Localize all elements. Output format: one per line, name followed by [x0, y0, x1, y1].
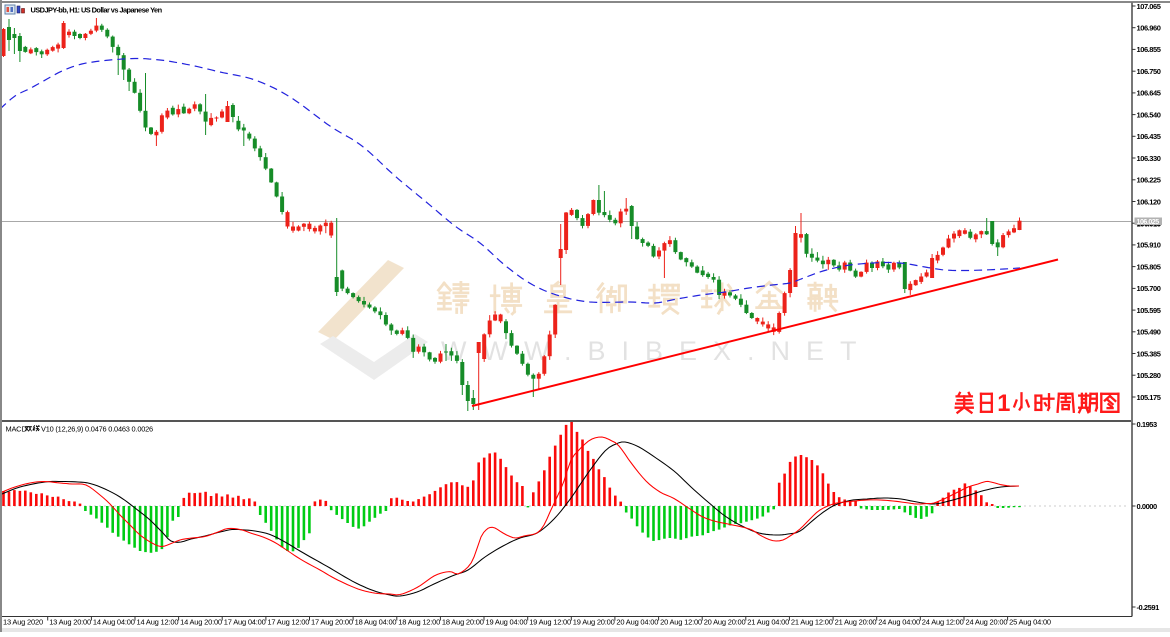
svg-text:USDJPY-bb, H1: US Dollar vs J: USDJPY-bb, H1: US Dollar vs Japanese Yen: [31, 6, 163, 15]
svg-text:21 Aug 12:00: 21 Aug 12:00: [791, 618, 833, 627]
svg-text:105.700: 105.700: [1137, 284, 1161, 293]
svg-text:20 Aug 20:00: 20 Aug 20:00: [704, 618, 746, 627]
svg-text:106.645: 106.645: [1137, 89, 1161, 98]
svg-text:105.385: 105.385: [1137, 349, 1161, 358]
svg-text:17 Aug 20:00: 17 Aug 20:00: [311, 618, 353, 627]
svg-text:13 Aug 2020: 13 Aug 2020: [3, 618, 43, 627]
svg-text:MACD: MACD: [6, 425, 27, 434]
svg-text:20 Aug 04:00: 20 Aug 04:00: [616, 618, 658, 627]
svg-text:106.025: 106.025: [1137, 219, 1160, 226]
svg-text:14 Aug 04:00: 14 Aug 04:00: [93, 618, 135, 627]
svg-text:17 Aug 12:00: 17 Aug 12:00: [267, 618, 309, 627]
svg-text:25 Aug 04:00: 25 Aug 04:00: [1009, 618, 1051, 627]
svg-text:106.750: 106.750: [1137, 67, 1161, 76]
svg-text:19 Aug 04:00: 19 Aug 04:00: [486, 618, 528, 627]
svg-text:105.595: 105.595: [1137, 306, 1161, 315]
svg-text:WWW.BIBEX.NET: WWW.BIBEX.NET: [441, 336, 873, 366]
svg-text:24 Aug 20:00: 24 Aug 20:00: [966, 618, 1008, 627]
svg-text:20 Aug 12:00: 20 Aug 12:00: [660, 618, 702, 627]
svg-text:13 Aug 20:00: 13 Aug 20:00: [49, 618, 91, 627]
svg-text:V10 (12,26,9) 0.0476 0.0463 0.: V10 (12,26,9) 0.0476 0.0463 0.0026: [41, 425, 153, 434]
svg-text:106.330: 106.330: [1137, 154, 1161, 163]
svg-text:106.225: 106.225: [1137, 176, 1161, 185]
svg-text:105.490: 105.490: [1137, 328, 1161, 337]
svg-text:106.855: 106.855: [1137, 45, 1161, 54]
svg-text:105.280: 105.280: [1137, 371, 1161, 380]
svg-text:105.910: 105.910: [1137, 241, 1161, 250]
svg-text:1: 1: [997, 391, 1010, 417]
svg-text:-0.2591: -0.2591: [1137, 603, 1160, 612]
svg-text:21 Aug 20:00: 21 Aug 20:00: [835, 618, 877, 627]
svg-text:107.065: 107.065: [1137, 2, 1161, 11]
svg-text:106.540: 106.540: [1137, 110, 1161, 119]
svg-text:106.120: 106.120: [1137, 197, 1161, 206]
svg-text:105.175: 105.175: [1137, 393, 1161, 402]
svg-text:14 Aug 20:00: 14 Aug 20:00: [180, 618, 222, 627]
svg-text:0.1953: 0.1953: [1137, 420, 1158, 429]
svg-text:17 Aug 04:00: 17 Aug 04:00: [224, 618, 266, 627]
svg-text:18 Aug 04:00: 18 Aug 04:00: [355, 618, 397, 627]
svg-text:24 Aug 04:00: 24 Aug 04:00: [878, 618, 920, 627]
svg-text:18 Aug 12:00: 18 Aug 12:00: [398, 618, 440, 627]
svg-text:0.0000: 0.0000: [1137, 502, 1158, 511]
svg-text:24 Aug 12:00: 24 Aug 12:00: [922, 618, 964, 627]
svg-text:19 Aug 12:00: 19 Aug 12:00: [529, 618, 571, 627]
svg-text:18 Aug 20:00: 18 Aug 20:00: [442, 618, 484, 627]
svg-text:106.960: 106.960: [1137, 24, 1161, 33]
svg-text:106.435: 106.435: [1137, 132, 1161, 141]
svg-text:21 Aug 04:00: 21 Aug 04:00: [747, 618, 789, 627]
svg-text:105.805: 105.805: [1137, 262, 1161, 271]
svg-text:14 Aug 12:00: 14 Aug 12:00: [137, 618, 179, 627]
svg-text:19 Aug 20:00: 19 Aug 20:00: [573, 618, 615, 627]
